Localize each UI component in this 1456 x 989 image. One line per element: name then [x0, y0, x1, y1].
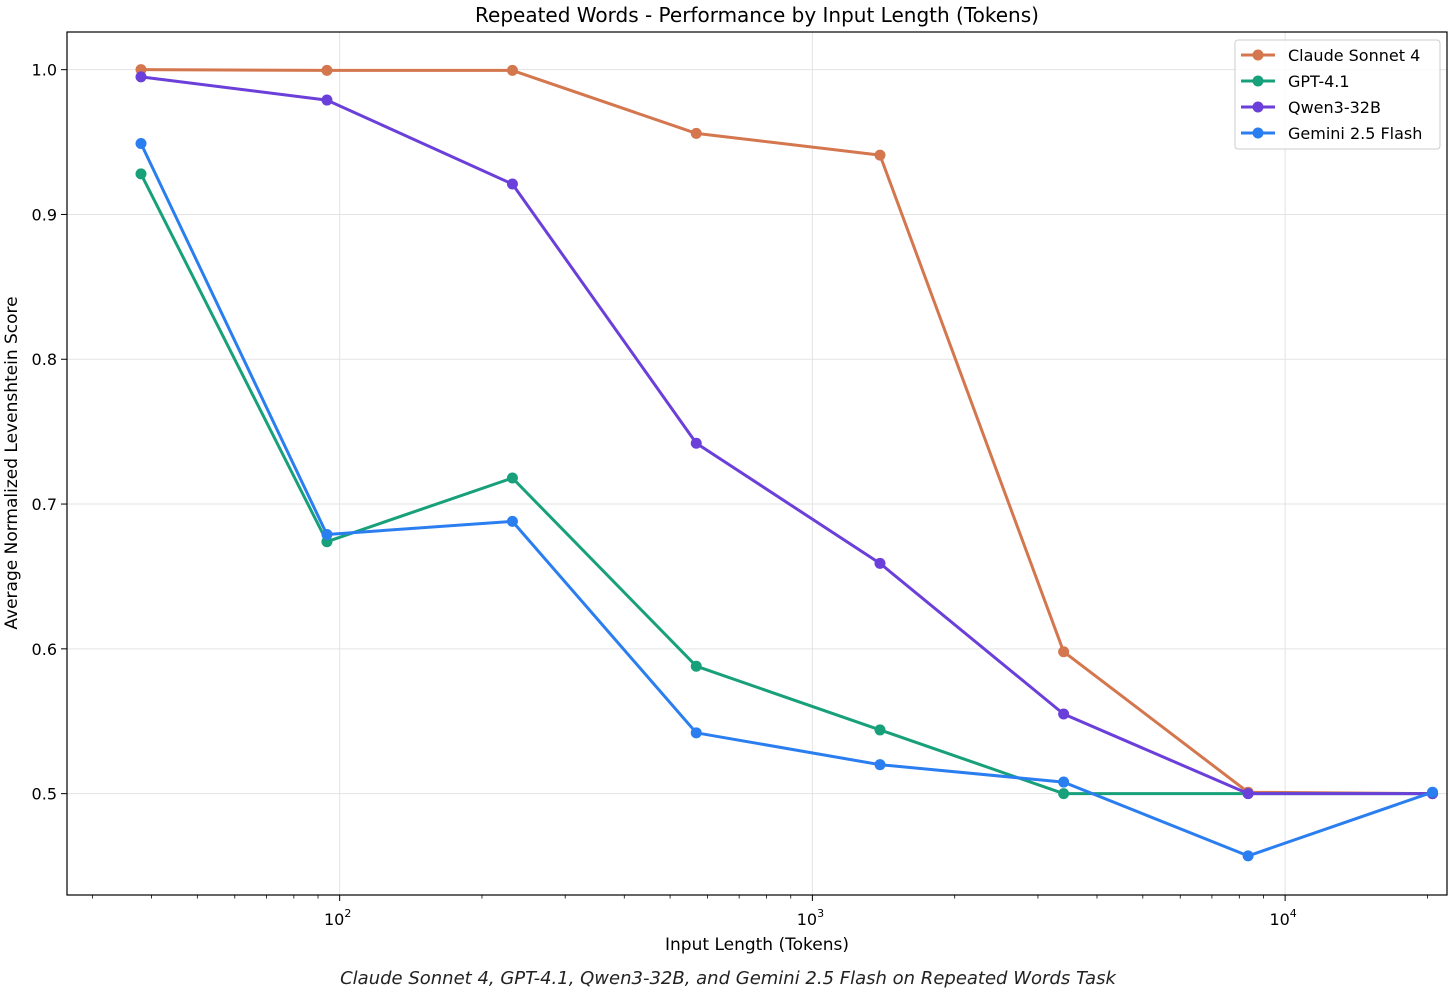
- data-point-qwen3-32b: [1242, 788, 1254, 800]
- y-tick-label: 0.9: [32, 205, 57, 224]
- data-point-claude-sonnet-4: [506, 64, 518, 76]
- series-group: [135, 64, 1439, 862]
- y-tick-label: 1.0: [32, 61, 57, 80]
- data-point-qwen3-32b: [690, 437, 702, 449]
- data-point-gpt-4-1: [1058, 788, 1070, 800]
- data-point-claude-sonnet-4: [874, 149, 886, 161]
- x-axis-label: Input Length (Tokens): [665, 935, 849, 955]
- data-point-claude-sonnet-4: [1058, 646, 1070, 658]
- series-line-qwen3-32b: [139, 75, 1434, 796]
- legend-label: Gemini 2.5 Flash: [1288, 124, 1422, 143]
- x-tick-label: 102: [324, 907, 351, 929]
- data-point-gemini-2-5-flash: [506, 515, 518, 527]
- data-point-gemini-2-5-flash: [1058, 776, 1070, 788]
- series-line-claude-sonnet-4: [139, 68, 1434, 796]
- data-point-claude-sonnet-4: [321, 64, 333, 76]
- x-tick-label: 103: [797, 907, 824, 929]
- data-point-gpt-4-1: [135, 168, 147, 180]
- y-tick-label: 0.7: [32, 495, 57, 514]
- legend: Claude Sonnet 4 GPT-4.1 Qwen3-32B Gemini 2.…: [1234, 39, 1441, 150]
- y-axis-label: Average Normalized Levenshtein Score: [2, 296, 22, 629]
- data-point-gemini-2-5-flash: [1242, 850, 1254, 862]
- legend-box: [1234, 39, 1441, 150]
- data-point-gpt-4-1: [690, 660, 702, 672]
- figure-caption: Claude Sonnet 4, GPT-4.1, Qwen3-32B, and…: [340, 968, 1116, 989]
- y-tick-label: 0.6: [32, 640, 57, 659]
- data-point-gemini-2-5-flash: [135, 137, 147, 149]
- x-axis-ticks: 102 103 104: [92, 895, 1428, 929]
- y-tick-label: 0.5: [32, 785, 57, 804]
- data-point-qwen3-32b: [321, 94, 333, 106]
- series-line-gemini-2-5-flash: [139, 142, 1434, 858]
- series-line-gpt-4-1: [139, 172, 1434, 796]
- data-point-qwen3-32b: [874, 557, 886, 569]
- data-point-qwen3-32b: [506, 178, 518, 190]
- x-tick-label: 104: [1269, 907, 1296, 929]
- data-point-qwen3-32b: [135, 71, 147, 83]
- data-point-gpt-4-1: [506, 472, 518, 484]
- grid-lines: [67, 32, 1447, 895]
- data-point-gpt-4-1: [874, 724, 886, 736]
- data-point-gemini-2-5-flash: [690, 727, 702, 739]
- data-point-qwen3-32b: [1058, 708, 1070, 720]
- y-axis-ticks: 0.5 0.6 0.7 0.8 0.9 1.0: [32, 61, 67, 804]
- data-point-gemini-2-5-flash: [321, 528, 333, 540]
- chart-title: Repeated Words - Performance by Input Le…: [475, 3, 1039, 27]
- legend-marker: [1252, 75, 1264, 87]
- data-point-gemini-2-5-flash: [1427, 786, 1439, 798]
- y-tick-label: 0.8: [32, 350, 57, 369]
- legend-label: Qwen3-32B: [1288, 98, 1381, 117]
- legend-label: GPT-4.1: [1288, 72, 1350, 91]
- data-point-claude-sonnet-4: [690, 127, 702, 139]
- legend-marker: [1252, 101, 1264, 113]
- data-point-gemini-2-5-flash: [874, 759, 886, 771]
- legend-marker: [1252, 49, 1264, 61]
- legend-label: Claude Sonnet 4: [1288, 46, 1420, 65]
- legend-marker: [1252, 127, 1264, 139]
- plot-frame: [66, 31, 1448, 896]
